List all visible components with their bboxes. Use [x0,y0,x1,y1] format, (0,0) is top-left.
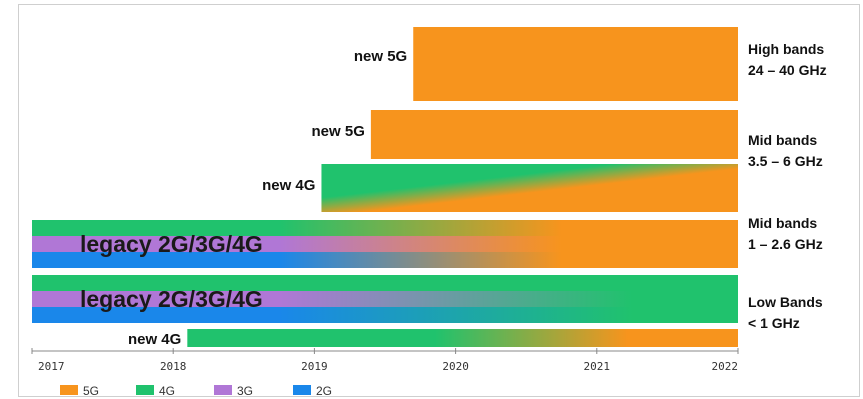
bar-label-3: new 4G [262,177,315,194]
bar-2 [370,110,738,159]
x-tick-label-2017: 2017 [38,360,65,373]
x-tick-label-2019: 2019 [301,360,328,373]
bar-label-4: legacy 2G/3G/4G [80,231,263,257]
legend-label-3g: 3G [237,384,253,398]
bar-6 [187,329,738,347]
legend-swatch-3g [214,385,232,395]
bar-4 [32,220,738,268]
band-label-4-range: < 1 GHz [748,315,800,331]
bar-4-fade [32,220,738,268]
band-label-1-range: 24 – 40 GHz [748,62,827,78]
band-label-2-range: 3.5 – 6 GHz [748,153,823,169]
band-label-4-name: Low Bands [748,294,823,310]
band-label-1-name: High bands [748,41,824,57]
bar-label-2: new 5G [312,123,365,140]
legend-swatch-2g [293,385,311,395]
bar-5-fade [32,275,738,323]
x-tick-label-2020: 2020 [442,360,469,373]
legend-label-2g: 2G [316,384,332,398]
x-tick-label-2022: 2022 [712,360,739,373]
band-label-2-name: Mid bands [748,132,817,148]
x-tick-label-2021: 2021 [584,360,611,373]
chart-frame [18,4,860,397]
band-label-3-range: 1 – 2.6 GHz [748,236,823,252]
bar-5 [32,275,738,323]
bar-1 [413,27,738,101]
band-label-3-name: Mid bands [748,215,817,231]
legend-swatch-5g [60,385,78,395]
legend-swatch-4g [136,385,154,395]
bar-label-1: new 5G [354,48,407,65]
legend-label-5g: 5G [83,384,99,398]
legend-label-4g: 4G [159,384,175,398]
bar-label-5: legacy 2G/3G/4G [80,286,263,312]
bar-3 [321,164,738,212]
bar-label-6: new 4G [128,331,181,348]
x-tick-label-2018: 2018 [160,360,187,373]
